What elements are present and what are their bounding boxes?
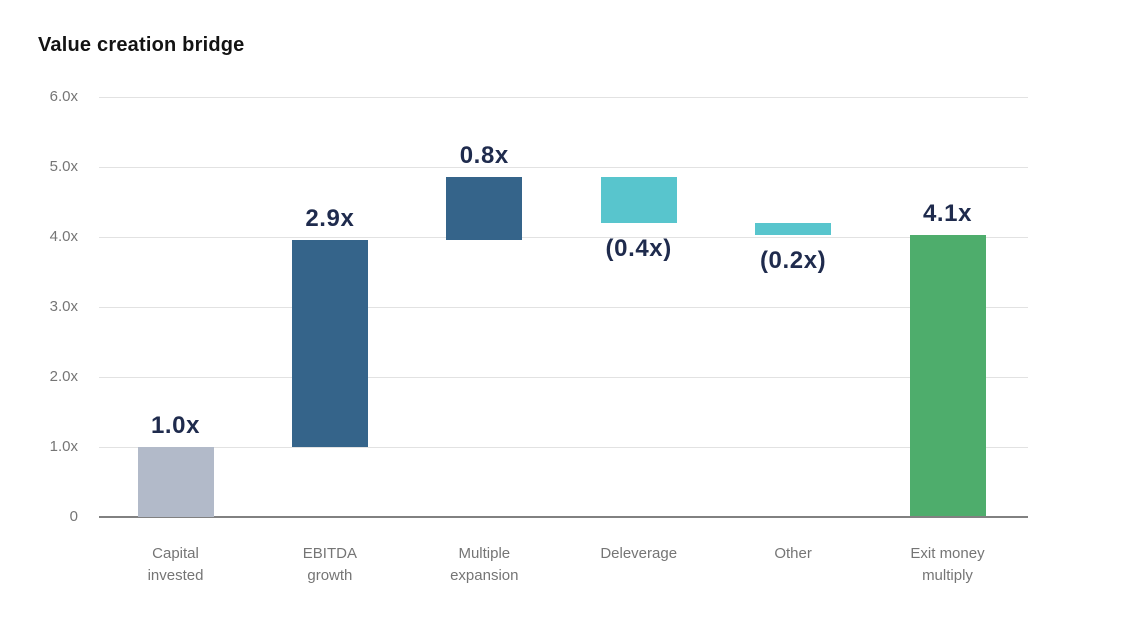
bar-value-label-capital-invested: 1.0x xyxy=(150,411,201,439)
x-axis-category-label-deleverage: Deleverage xyxy=(600,545,678,562)
gridline-3.0x xyxy=(99,306,1028,308)
chart-title: Value creation bridge xyxy=(38,34,245,56)
x-axis-line xyxy=(99,515,1028,518)
x-axis-category-label-multiple-expansion: Multiple expansion xyxy=(450,545,519,584)
y-tick-label: 3.0x xyxy=(49,297,78,315)
y-tick-label: 2.0x xyxy=(49,367,78,385)
bar-value-label-other: (0.2x) xyxy=(759,247,827,275)
gridline-1.0x xyxy=(99,446,1028,448)
bar-value-label-deleverage: (0.4x) xyxy=(605,234,672,262)
y-tick-label: 1.0x xyxy=(49,437,78,455)
x-axis-category-label-other: Other xyxy=(774,545,812,562)
y-tick-label: 4.0x xyxy=(49,227,78,245)
x-axis-category-label-ebitda-growth: EBITDA growth xyxy=(302,545,357,584)
bar-deleverage xyxy=(600,177,677,223)
y-tick-label: 5.0x xyxy=(49,157,78,175)
bar-exit-money-multiply xyxy=(909,235,986,517)
bar-value-label-ebitda-growth: 2.9x xyxy=(305,205,355,232)
bar-other xyxy=(755,222,832,236)
y-tick-label: 0 xyxy=(69,507,78,525)
bar-ebitda-growth xyxy=(291,240,368,447)
gridline-5.0x xyxy=(99,166,1028,168)
bar-value-label-exit-money-multiply: 4.1x xyxy=(922,200,973,228)
bar-value-label-multiple-expansion: 0.8x xyxy=(459,142,509,169)
y-tick-label: 6.0x xyxy=(49,87,78,105)
x-axis-category-label-capital-invested: Capital invested xyxy=(147,545,204,584)
gridline-4.0x xyxy=(99,236,1028,238)
x-axis-category-label-exit-money-multiply: Exit money multiply xyxy=(910,545,985,584)
bar-capital-invested xyxy=(137,446,214,517)
bar-multiple-expansion xyxy=(446,177,523,240)
gridline-6.0x xyxy=(99,96,1028,98)
gridline-2.0x xyxy=(99,376,1028,378)
